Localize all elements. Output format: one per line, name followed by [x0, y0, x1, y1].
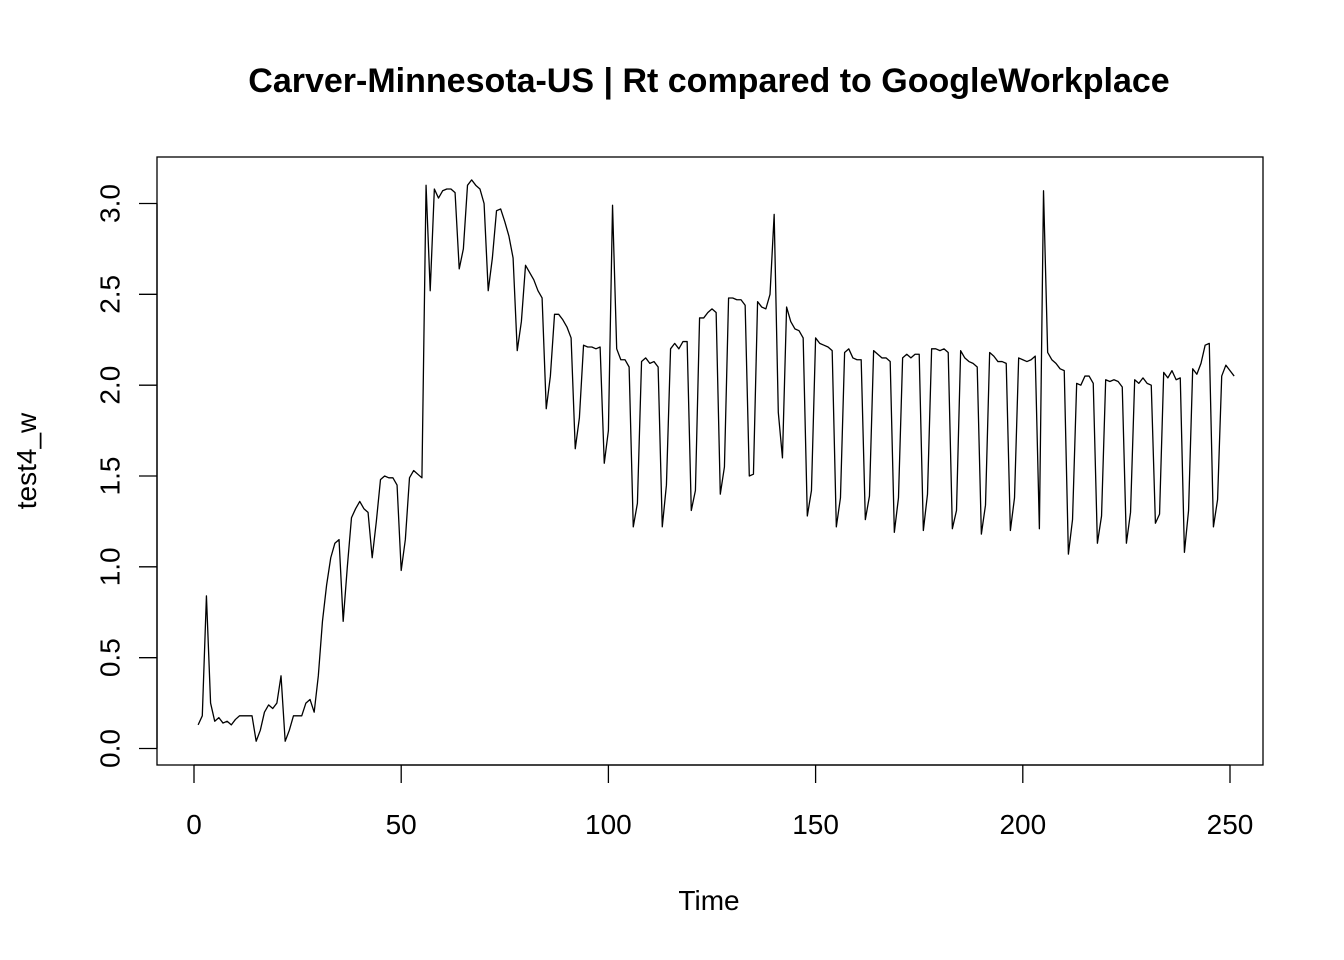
series-line — [197, 179, 1235, 742]
x-axis: 0 50 100 150 200 250 — [186, 764, 1254, 840]
y-tick-label: 2.0 — [94, 366, 125, 405]
y-tick-label: 1.0 — [94, 547, 125, 586]
x-axis-label: Time — [678, 885, 739, 916]
x-tick-label: 100 — [585, 809, 632, 840]
x-tick-label: 250 — [1207, 809, 1254, 840]
x-tick-label: 150 — [792, 809, 839, 840]
chart-title: Carver-Minnesota-US | Rt compared to Goo… — [248, 62, 1169, 100]
y-axis: 0.0 0.5 1.0 1.5 2.0 2.5 3.0 — [94, 184, 158, 768]
plot-frame — [156, 156, 1264, 766]
y-tick-label: 0.0 — [94, 729, 125, 768]
x-tick-label: 200 — [999, 809, 1046, 840]
y-tick-label: 2.5 — [94, 275, 125, 314]
y-tick-label: 0.5 — [94, 638, 125, 677]
x-tick-label: 0 — [186, 809, 202, 840]
x-tick-label: 50 — [386, 809, 417, 840]
y-tick-label: 1.5 — [94, 457, 125, 496]
y-axis-label: test4_w — [11, 412, 42, 509]
y-tick-label: 3.0 — [94, 184, 125, 223]
